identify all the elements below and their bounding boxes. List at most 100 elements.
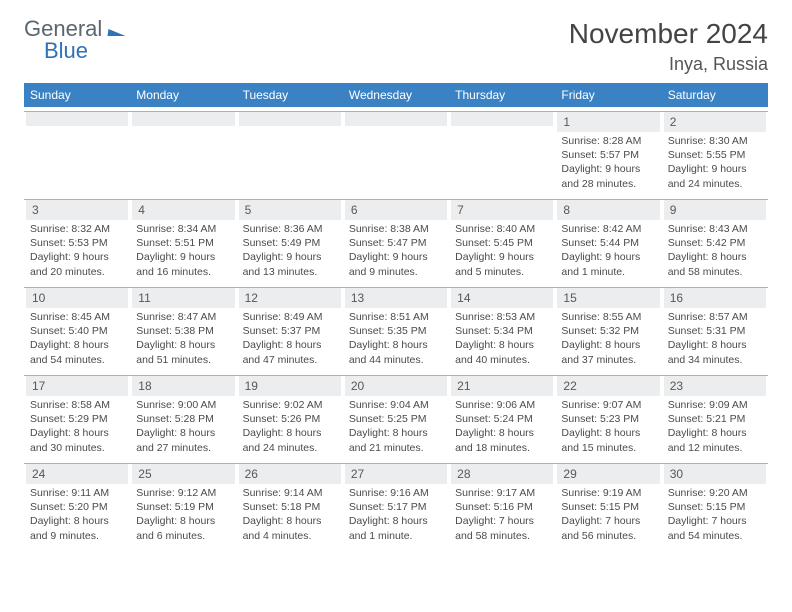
sunset-line: Sunset: 5:40 PM bbox=[30, 324, 124, 338]
sunset-line: Sunset: 5:45 PM bbox=[455, 236, 549, 250]
calendar-cell: 21Sunrise: 9:06 AMSunset: 5:24 PMDayligh… bbox=[449, 375, 555, 463]
calendar-page: General Blue November 2024 Inya, Russia … bbox=[0, 0, 792, 563]
daylight-line-2: and 51 minutes. bbox=[136, 353, 230, 367]
weekday-header: Sunday Monday Tuesday Wednesday Thursday… bbox=[24, 83, 768, 107]
calendar-cell: 15Sunrise: 8:55 AMSunset: 5:32 PMDayligh… bbox=[555, 287, 661, 375]
sunrise-line: Sunrise: 9:17 AM bbox=[455, 486, 549, 500]
day-number: 10 bbox=[26, 288, 128, 308]
weekday-sat: Saturday bbox=[662, 88, 768, 102]
calendar-cell: 12Sunrise: 8:49 AMSunset: 5:37 PMDayligh… bbox=[237, 287, 343, 375]
daylight-line-2: and 40 minutes. bbox=[455, 353, 549, 367]
location-label: Inya, Russia bbox=[569, 54, 768, 75]
day-details: Sunrise: 8:58 AMSunset: 5:29 PMDaylight:… bbox=[26, 398, 128, 455]
daylight-line-2: and 12 minutes. bbox=[668, 441, 762, 455]
calendar-cell: 16Sunrise: 8:57 AMSunset: 5:31 PMDayligh… bbox=[662, 287, 768, 375]
daylight-line-2: and 9 minutes. bbox=[349, 265, 443, 279]
day-number: 13 bbox=[345, 288, 447, 308]
day-number: 17 bbox=[26, 376, 128, 396]
calendar-cell: 17Sunrise: 8:58 AMSunset: 5:29 PMDayligh… bbox=[24, 375, 130, 463]
day-details: Sunrise: 9:07 AMSunset: 5:23 PMDaylight:… bbox=[557, 398, 659, 455]
day-details: Sunrise: 9:11 AMSunset: 5:20 PMDaylight:… bbox=[26, 486, 128, 543]
daylight-line-1: Daylight: 8 hours bbox=[668, 426, 762, 440]
calendar-cell: 27Sunrise: 9:16 AMSunset: 5:17 PMDayligh… bbox=[343, 463, 449, 551]
sunrise-line: Sunrise: 8:30 AM bbox=[668, 134, 762, 148]
sunrise-line: Sunrise: 9:07 AM bbox=[561, 398, 655, 412]
logo-triangle-icon bbox=[108, 29, 127, 36]
calendar-cell: 23Sunrise: 9:09 AMSunset: 5:21 PMDayligh… bbox=[662, 375, 768, 463]
daylight-line-1: Daylight: 8 hours bbox=[30, 514, 124, 528]
calendar-cell: 14Sunrise: 8:53 AMSunset: 5:34 PMDayligh… bbox=[449, 287, 555, 375]
day-number: 1 bbox=[557, 112, 659, 132]
daylight-line-1: Daylight: 9 hours bbox=[668, 162, 762, 176]
day-number: 16 bbox=[664, 288, 766, 308]
calendar-cell: 13Sunrise: 8:51 AMSunset: 5:35 PMDayligh… bbox=[343, 287, 449, 375]
calendar-cell: 5Sunrise: 8:36 AMSunset: 5:49 PMDaylight… bbox=[237, 199, 343, 287]
sunrise-line: Sunrise: 9:04 AM bbox=[349, 398, 443, 412]
sunset-line: Sunset: 5:55 PM bbox=[668, 148, 762, 162]
weekday-tue: Tuesday bbox=[237, 88, 343, 102]
sunrise-line: Sunrise: 9:19 AM bbox=[561, 486, 655, 500]
day-number: 26 bbox=[239, 464, 341, 484]
daylight-line-2: and 9 minutes. bbox=[30, 529, 124, 543]
daylight-line-1: Daylight: 8 hours bbox=[349, 426, 443, 440]
calendar-cell: 30Sunrise: 9:20 AMSunset: 5:15 PMDayligh… bbox=[662, 463, 768, 551]
calendar-cell: 4Sunrise: 8:34 AMSunset: 5:51 PMDaylight… bbox=[130, 199, 236, 287]
day-details: Sunrise: 8:53 AMSunset: 5:34 PMDaylight:… bbox=[451, 310, 553, 367]
day-number: 7 bbox=[451, 200, 553, 220]
daylight-line-2: and 13 minutes. bbox=[243, 265, 337, 279]
calendar-cell: 26Sunrise: 9:14 AMSunset: 5:18 PMDayligh… bbox=[237, 463, 343, 551]
calendar-cell: 9Sunrise: 8:43 AMSunset: 5:42 PMDaylight… bbox=[662, 199, 768, 287]
calendar-cell bbox=[237, 111, 343, 199]
sunset-line: Sunset: 5:18 PM bbox=[243, 500, 337, 514]
calendar-cell: 1Sunrise: 8:28 AMSunset: 5:57 PMDaylight… bbox=[555, 111, 661, 199]
day-number: 5 bbox=[239, 200, 341, 220]
daylight-line-1: Daylight: 8 hours bbox=[30, 338, 124, 352]
sunset-line: Sunset: 5:57 PM bbox=[561, 148, 655, 162]
daylight-line-2: and 37 minutes. bbox=[561, 353, 655, 367]
sunrise-line: Sunrise: 8:40 AM bbox=[455, 222, 549, 236]
daylight-line-2: and 27 minutes. bbox=[136, 441, 230, 455]
calendar-cell: 18Sunrise: 9:00 AMSunset: 5:28 PMDayligh… bbox=[130, 375, 236, 463]
calendar-cell: 24Sunrise: 9:11 AMSunset: 5:20 PMDayligh… bbox=[24, 463, 130, 551]
day-details: Sunrise: 9:00 AMSunset: 5:28 PMDaylight:… bbox=[132, 398, 234, 455]
calendar-cell bbox=[343, 111, 449, 199]
sunset-line: Sunset: 5:47 PM bbox=[349, 236, 443, 250]
day-number: 15 bbox=[557, 288, 659, 308]
sunrise-line: Sunrise: 9:06 AM bbox=[455, 398, 549, 412]
day-number: 21 bbox=[451, 376, 553, 396]
daylight-line-1: Daylight: 8 hours bbox=[243, 426, 337, 440]
daylight-line-1: Daylight: 9 hours bbox=[243, 250, 337, 264]
sunset-line: Sunset: 5:19 PM bbox=[136, 500, 230, 514]
calendar-grid: 1Sunrise: 8:28 AMSunset: 5:57 PMDaylight… bbox=[24, 111, 768, 551]
daylight-line-1: Daylight: 8 hours bbox=[243, 338, 337, 352]
sunset-line: Sunset: 5:53 PM bbox=[30, 236, 124, 250]
day-number: 4 bbox=[132, 200, 234, 220]
day-details: Sunrise: 9:16 AMSunset: 5:17 PMDaylight:… bbox=[345, 486, 447, 543]
sunrise-line: Sunrise: 8:57 AM bbox=[668, 310, 762, 324]
sunset-line: Sunset: 5:20 PM bbox=[30, 500, 124, 514]
sunrise-line: Sunrise: 9:20 AM bbox=[668, 486, 762, 500]
daylight-line-2: and 1 minute. bbox=[561, 265, 655, 279]
daylight-line-1: Daylight: 9 hours bbox=[561, 162, 655, 176]
daylight-line-1: Daylight: 9 hours bbox=[561, 250, 655, 264]
sunset-line: Sunset: 5:34 PM bbox=[455, 324, 549, 338]
day-details: Sunrise: 8:49 AMSunset: 5:37 PMDaylight:… bbox=[239, 310, 341, 367]
calendar-cell: 7Sunrise: 8:40 AMSunset: 5:45 PMDaylight… bbox=[449, 199, 555, 287]
daylight-line-2: and 1 minute. bbox=[349, 529, 443, 543]
day-number: 12 bbox=[239, 288, 341, 308]
day-details: Sunrise: 8:32 AMSunset: 5:53 PMDaylight:… bbox=[26, 222, 128, 279]
daylight-line-2: and 18 minutes. bbox=[455, 441, 549, 455]
daylight-line-1: Daylight: 8 hours bbox=[561, 338, 655, 352]
day-number bbox=[26, 112, 128, 126]
day-details: Sunrise: 8:38 AMSunset: 5:47 PMDaylight:… bbox=[345, 222, 447, 279]
calendar-cell: 6Sunrise: 8:38 AMSunset: 5:47 PMDaylight… bbox=[343, 199, 449, 287]
daylight-line-2: and 24 minutes. bbox=[668, 177, 762, 191]
day-details: Sunrise: 8:28 AMSunset: 5:57 PMDaylight:… bbox=[557, 134, 659, 191]
calendar-cell: 20Sunrise: 9:04 AMSunset: 5:25 PMDayligh… bbox=[343, 375, 449, 463]
sunset-line: Sunset: 5:21 PM bbox=[668, 412, 762, 426]
day-details: Sunrise: 8:45 AMSunset: 5:40 PMDaylight:… bbox=[26, 310, 128, 367]
sunset-line: Sunset: 5:15 PM bbox=[561, 500, 655, 514]
daylight-line-2: and 24 minutes. bbox=[243, 441, 337, 455]
daylight-line-2: and 58 minutes. bbox=[668, 265, 762, 279]
sunset-line: Sunset: 5:26 PM bbox=[243, 412, 337, 426]
